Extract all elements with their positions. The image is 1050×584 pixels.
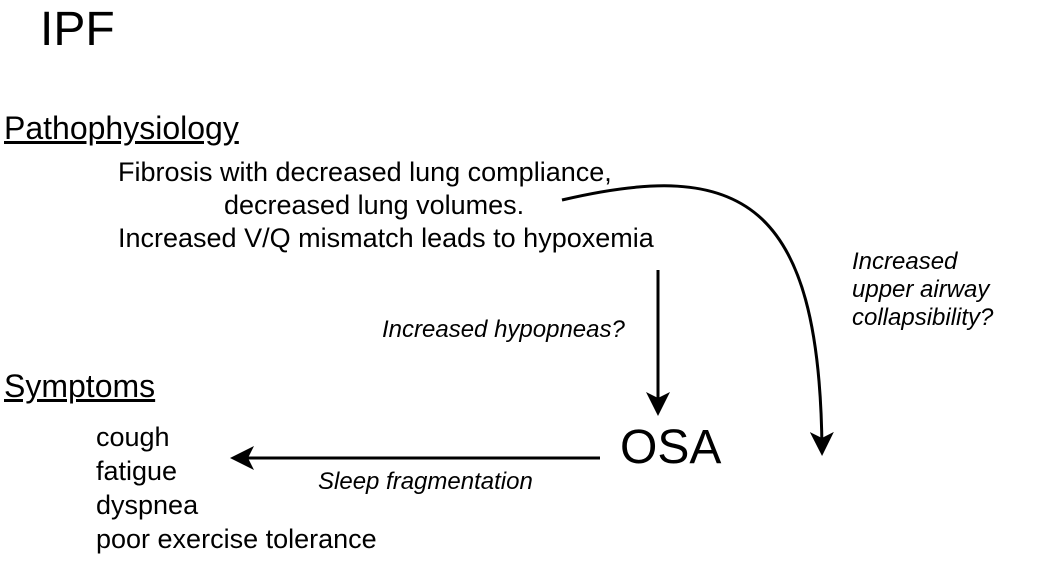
sleep-fragmentation-label: Sleep fragmentation — [318, 468, 533, 496]
osa-node: OSA — [620, 420, 721, 475]
collapsibility-label-line2: upper airway — [852, 276, 989, 303]
collapsibility-label-line1: Increased — [852, 248, 957, 275]
symptom-cough: cough — [96, 422, 170, 453]
collapsibility-label: Increased upper airway collapsibility? — [852, 248, 993, 332]
pathophysiology-heading: Pathophysiology — [4, 110, 239, 147]
pathophys-line-3: Increased V/Q mismatch leads to hypoxemi… — [118, 223, 654, 254]
symptom-fatigue: fatigue — [96, 456, 177, 487]
collapsibility-label-line3: collapsibility? — [852, 304, 993, 331]
pathophys-line-2: decreased lung volumes. — [224, 190, 524, 221]
symptoms-heading: Symptoms — [4, 368, 155, 405]
symptom-dyspnea: dyspnea — [96, 490, 198, 521]
pathophys-line-1: Fibrosis with decreased lung compliance, — [118, 157, 612, 188]
diagram-title: IPF — [40, 2, 115, 57]
symptom-poor-exercise: poor exercise tolerance — [96, 524, 377, 555]
hypopneas-label: Increased hypopneas? — [382, 316, 625, 344]
